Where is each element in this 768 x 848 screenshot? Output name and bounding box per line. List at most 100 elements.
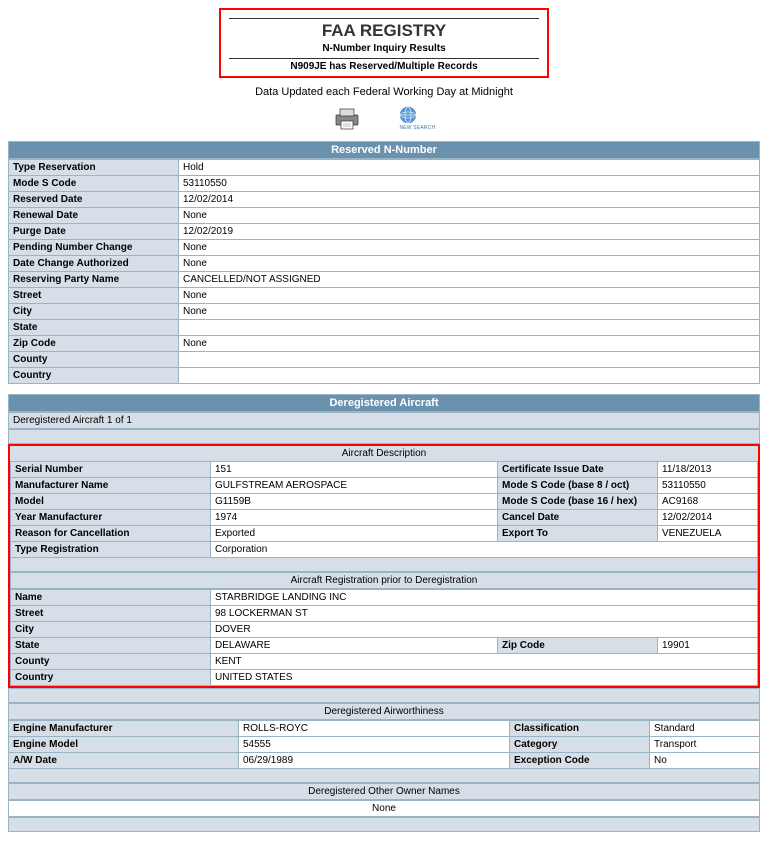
value: 53110550 (179, 176, 760, 192)
value: 54555 (239, 737, 510, 753)
label: Mode S Code (9, 176, 179, 192)
label: Reserving Party Name (9, 272, 179, 288)
label: Mode S Code (base 8 / oct) (498, 478, 658, 494)
label: Type Registration (11, 542, 211, 558)
value: CANCELLED/NOT ASSIGNED (179, 272, 760, 288)
label: City (11, 622, 211, 638)
label: Country (9, 368, 179, 384)
value: 06/29/1989 (239, 753, 510, 769)
new-search-label: NEW SEARCH (399, 125, 435, 131)
label: Certificate Issue Date (498, 462, 658, 478)
value: No (650, 753, 760, 769)
value: Transport (650, 737, 760, 753)
dereg-spacer-table (8, 429, 760, 444)
value: Corporation (211, 542, 758, 558)
record-note: N909JE has Reserved/Multiple Records (229, 61, 539, 72)
label: Serial Number (11, 462, 211, 478)
value: None (179, 288, 760, 304)
blank-cell (9, 769, 760, 783)
value: 12/02/2019 (179, 224, 760, 240)
label: Reserved Date (9, 192, 179, 208)
label: Country (11, 670, 211, 686)
label: Model (11, 494, 211, 510)
dereg-count: Deregistered Aircraft 1 of 1 (8, 412, 760, 429)
header-rule (229, 18, 539, 19)
label: Exception Code (510, 753, 650, 769)
label: Type Reservation (9, 160, 179, 176)
value (179, 320, 760, 336)
value: 98 LOCKERMAN ST (211, 606, 758, 622)
value: None (179, 208, 760, 224)
value: 151 (211, 462, 498, 478)
value: G1159B (211, 494, 498, 510)
value: Hold (179, 160, 760, 176)
value: Exported (211, 526, 498, 542)
label: City (9, 304, 179, 320)
airworthiness-table: Engine Manufacturer ROLLS-ROYC Classific… (8, 720, 760, 783)
value: UNITED STATES (211, 670, 758, 686)
label: Engine Manufacturer (9, 721, 239, 737)
blank-cell (9, 818, 760, 832)
label: Engine Model (9, 737, 239, 753)
label: State (11, 638, 211, 654)
label: Classification (510, 721, 650, 737)
post-owners-spacer (8, 817, 760, 832)
post-dereg-spacer (8, 688, 760, 703)
label: Street (9, 288, 179, 304)
other-owners-none: None (8, 800, 760, 817)
prior-reg-table: Name STARBRIDGE LANDING INC Street 98 LO… (10, 589, 758, 686)
label: County (9, 352, 179, 368)
value: STARBRIDGE LANDING INC (211, 590, 758, 606)
toolbar: NEW SEARCH (8, 106, 760, 131)
label: Mode S Code (base 16 / hex) (498, 494, 658, 510)
update-note: Data Updated each Federal Working Day at… (8, 86, 760, 98)
label: Date Change Authorized (9, 256, 179, 272)
value: DOVER (211, 622, 758, 638)
label: Purge Date (9, 224, 179, 240)
value: GULFSTREAM AEROSPACE (211, 478, 498, 494)
value: ROLLS-ROYC (239, 721, 510, 737)
label: County (11, 654, 211, 670)
value: AC9168 (658, 494, 758, 510)
value: None (179, 240, 760, 256)
label: Zip Code (497, 638, 657, 654)
other-owners-header: Deregistered Other Owner Names (8, 783, 760, 800)
value: 19901 (657, 638, 757, 654)
blank-cell (9, 430, 760, 444)
label: Renewal Date (9, 208, 179, 224)
label: Reason for Cancellation (11, 526, 211, 542)
value: Standard (650, 721, 760, 737)
airworthiness-header: Deregistered Airworthiness (8, 703, 760, 720)
reserved-table: Type ReservationHold Mode S Code53110550… (8, 159, 760, 384)
value (179, 368, 760, 384)
value: 53110550 (658, 478, 758, 494)
printer-icon (333, 107, 361, 131)
dereg-highlight-box: Serial Number 151 Certificate Issue Date… (8, 461, 760, 688)
aircraft-desc-header: Aircraft Description (8, 444, 760, 461)
value: DELAWARE (211, 638, 498, 654)
value: None (179, 256, 760, 272)
value: KENT (211, 654, 758, 670)
value: None (179, 304, 760, 320)
label: Manufacturer Name (11, 478, 211, 494)
label: Export To (498, 526, 658, 542)
value: 12/02/2014 (179, 192, 760, 208)
label: Zip Code (9, 336, 179, 352)
globe-icon (399, 106, 417, 124)
reserved-section-title: Reserved N-Number (8, 141, 760, 159)
dereg-section-title: Deregistered Aircraft (8, 394, 760, 412)
value: 11/18/2013 (658, 462, 758, 478)
print-button[interactable] (333, 107, 361, 131)
new-search-button[interactable]: NEW SEARCH (399, 106, 435, 131)
value: None (179, 336, 760, 352)
prior-reg-header: Aircraft Registration prior to Deregistr… (10, 572, 758, 589)
label: Year Manufacturer (11, 510, 211, 526)
blank-cell (11, 558, 758, 572)
page-subtitle: N-Number Inquiry Results (229, 43, 539, 54)
label: Street (11, 606, 211, 622)
label: A/W Date (9, 753, 239, 769)
label: Category (510, 737, 650, 753)
label: Pending Number Change (9, 240, 179, 256)
value: 1974 (211, 510, 498, 526)
page-title: FAA REGISTRY (229, 21, 539, 41)
